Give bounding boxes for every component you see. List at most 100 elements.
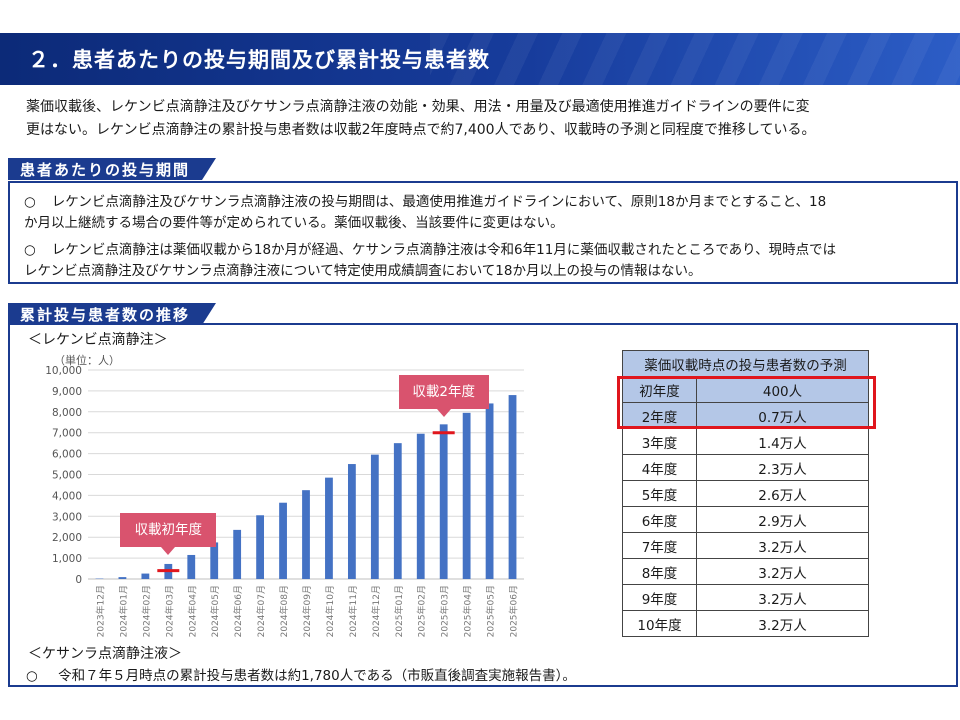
duration-bullet-1-line-2: か月以上継続する場合の要件等が定められている。薬価収載後、当該要件に変更はない。 <box>24 215 564 231</box>
chart-x-tick-label: 2024年02月 <box>140 585 152 637</box>
kisunla-footnote: ○ 令和７年５月時点の累計投与患者数は約1,780人である（市販直後調査実施報告… <box>26 664 576 684</box>
prediction-value: 3.2万人 <box>696 584 869 611</box>
chart-x-tick-label: 2024年11月 <box>347 585 359 637</box>
chart-y-tick-label: 10,000 <box>45 365 82 377</box>
prediction-year: 9年度 <box>622 584 697 611</box>
prediction-value: 3.2万人 <box>696 532 869 559</box>
bullet-mark: ○ <box>26 668 38 684</box>
chart-x-tick-label: 2024年08月 <box>278 585 290 637</box>
duration-bullet-2-line-2: レケンビ点滴静注及びケサンラ点滴静注液について特定使用成績調査において18か月以… <box>24 263 702 279</box>
chart-x-tick-label: 2025年05月 <box>485 585 497 637</box>
chart-x-tick-label: 2025年03月 <box>439 585 451 637</box>
chart-x-tick-label: 2024年09月 <box>301 585 313 637</box>
duration-box: ○ レケンビ点滴静注及びケサンラ点滴静注液の投与期間は、最適使用推進ガイドラインに… <box>8 181 958 284</box>
chart-bar <box>210 542 219 579</box>
section-tab-duration: 患者あたりの投与期間 <box>8 158 217 180</box>
bullet-mark: ○ <box>24 194 36 210</box>
duration-bullet-1-text-1: レケンビ点滴静注及びケサンラ点滴静注液の投与期間は、最適使用推進ガイドラインにお… <box>51 194 827 210</box>
prediction-row: 初年度 400人 <box>622 376 869 403</box>
prediction-row: 6年度 2.9万人 <box>622 506 869 533</box>
chart-x-tick-label: 2024年01月 <box>117 585 129 637</box>
cumulative-box <box>8 323 958 687</box>
chart-bar <box>279 502 287 579</box>
prediction-value: 2.6万人 <box>696 480 869 507</box>
prediction-value: 3.2万人 <box>696 558 869 585</box>
chart-x-tick-label: 2024年03月 <box>163 585 175 637</box>
prediction-row: 4年度 2.3万人 <box>622 454 869 481</box>
prediction-year: 3年度 <box>622 428 697 455</box>
intro-line-1: 薬価収載後、レケンビ点滴静注及びケサンラ点滴静注液の効能・効果、用法・用量及び最… <box>26 99 810 115</box>
chart-bar <box>416 433 425 579</box>
chart-x-tick-label: 2025年04月 <box>462 585 474 637</box>
chart-x-tick-label: 2025年01月 <box>393 585 405 637</box>
chart-bar <box>256 515 265 579</box>
prediction-row: 9年度 3.2万人 <box>622 584 869 611</box>
chart-bar <box>485 403 494 579</box>
duration-bullet-2-text-1: レケンビ点滴静注は薬価収載から18か月が経過、ケサンラ点滴静注液は令和6年11月… <box>51 242 837 258</box>
prediction-value: 3.2万人 <box>696 610 869 637</box>
prediction-value: 1.4万人 <box>696 428 869 455</box>
chart-y-tick-label: 7,000 <box>52 428 82 440</box>
leqembi-label: ＜レケンビ点滴静注＞ <box>28 332 168 348</box>
chart-x-tick-label: 2024年07月 <box>255 585 267 637</box>
duration-bullet-2-line-1: ○ レケンビ点滴静注は薬価収載から18か月が経過、ケサンラ点滴静注液は令和6年11… <box>24 240 949 261</box>
chart-x-tick-label: 2025年06月 <box>508 585 520 637</box>
kisunla-footnote-text: 令和７年５月時点の累計投与患者数は約1,780人である（市販直後調査実施報告書）… <box>58 668 576 684</box>
intro-line-2: 更はない。レケンビ点滴静注の累計投与患者数は収載2年度時点で約7,400人であり… <box>26 122 816 138</box>
prediction-year: 7年度 <box>622 532 697 559</box>
duration-bullet-1: ○ レケンビ点滴静注及びケサンラ点滴静注液の投与期間は、最適使用推進ガイドラインに… <box>24 192 949 234</box>
chart-x-tick-label: 2024年04月 <box>186 585 198 637</box>
bullet-mark: ○ <box>24 242 36 258</box>
chart-y-tick-label: 6,000 <box>52 449 82 461</box>
prediction-value: 400人 <box>696 376 869 403</box>
prediction-row: 8年度 3.2万人 <box>622 558 869 585</box>
chart-bar <box>302 490 310 579</box>
chart-bar <box>462 412 471 579</box>
chart-x-tick-label: 2024年05月 <box>209 585 221 637</box>
chart-x-tick-label: 2024年10月 <box>324 585 336 637</box>
prediction-year: 8年度 <box>622 558 697 585</box>
chart-x-tick-label: 2025年02月 <box>416 585 428 637</box>
prediction-value: 2.9万人 <box>696 506 869 533</box>
prediction-row: 3年度 1.4万人 <box>622 428 869 455</box>
prediction-year: 10年度 <box>622 610 697 637</box>
page-title: ２．患者あたりの投与期間及び累計投与患者数 <box>28 48 490 72</box>
duration-bullet-1-line-1: ○ レケンビ点滴静注及びケサンラ点滴静注液の投与期間は、最適使用推進ガイドラインに… <box>24 192 949 213</box>
callout-second-year: 収載2年度 <box>398 374 489 417</box>
chart-y-tick-label: 0 <box>75 574 82 586</box>
prediction-row: 5年度 2.6万人 <box>622 480 869 507</box>
chart-bar <box>508 395 517 579</box>
title-bar: ２．患者あたりの投与期間及び累計投与患者数 <box>0 33 960 85</box>
title-bar-decoration <box>430 33 960 85</box>
intro-text: 薬価収載後、レケンビ点滴静注及びケサンラ点滴静注液の効能・効果、用法・用量及び最… <box>26 96 946 142</box>
chart-bar <box>347 464 356 579</box>
prediction-year: 6年度 <box>622 506 697 533</box>
prediction-row: 10年度 3.2万人 <box>622 610 869 637</box>
chart-y-tick-label: 5,000 <box>52 470 82 482</box>
chart-bar <box>393 443 402 579</box>
chart-y-tick-label: 4,000 <box>52 490 82 502</box>
prediction-year: 5年度 <box>622 480 697 507</box>
prediction-table-body: 初年度 400人 2年度 0.7万人 3年度 1.4万人 4年度 2.3万人 5年度 2.6万人 6… <box>622 376 869 637</box>
chart-unit-label: （単位：人） <box>54 353 120 367</box>
prediction-row: 2年度 0.7万人 <box>622 402 869 429</box>
chart-y-tick-label: 9,000 <box>52 386 82 398</box>
highlight-frame <box>617 376 876 429</box>
prediction-table-header: 薬価収載時点の投与患者数の予測 <box>622 350 869 377</box>
chart-bar <box>187 554 196 579</box>
chart-x-tick-label: 2023年12月 <box>94 585 106 637</box>
chart-bar <box>325 477 333 579</box>
duration-bullet-2: ○ レケンビ点滴静注は薬価収載から18か月が経過、ケサンラ点滴静注液は令和6年11… <box>24 240 949 282</box>
kisunla-label: ＜ケサンラ点滴静注液＞ <box>28 646 182 662</box>
chart-bar <box>233 529 242 579</box>
chart-y-tick-label: 2,000 <box>52 532 82 544</box>
chart-bar <box>370 454 379 579</box>
prediction-year: 4年度 <box>622 454 697 481</box>
chart-x-tick-label: 2024年06月 <box>232 585 244 637</box>
chart-y-tick-label: 8,000 <box>52 407 82 419</box>
chart-bar <box>118 577 127 579</box>
section-tab-cumulative: 累計投与患者数の推移 <box>8 303 217 325</box>
callout-first-year: 収載初年度 <box>120 512 217 555</box>
chart-x-tick-label: 2024年12月 <box>370 585 382 637</box>
prediction-value: 2.3万人 <box>696 454 869 481</box>
